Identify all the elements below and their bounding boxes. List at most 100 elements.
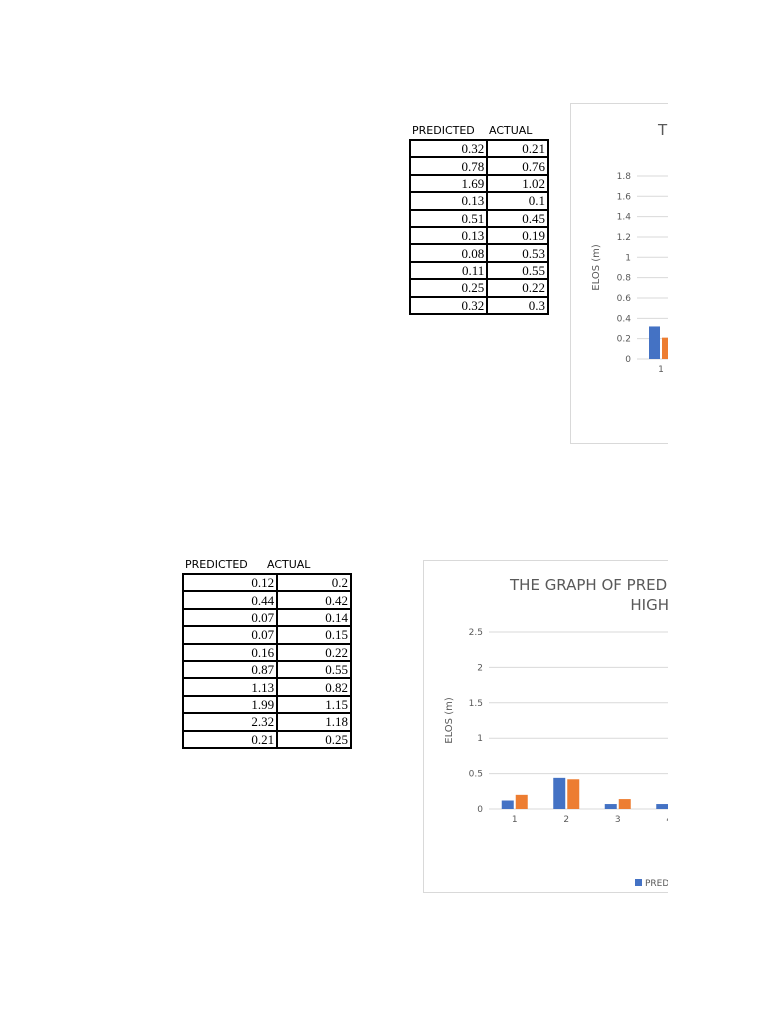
predicted-cell: 0.07 xyxy=(181,625,279,645)
table2: 0.12 0.2 0.44 0.42 0.07 0.14 0.07 0.15 0.16 0.22 0… xyxy=(181,572,352,749)
legend-label: PRED xyxy=(645,879,669,889)
table-row: 0.21 0.25 xyxy=(181,729,352,749)
actual-cell: 0.53 xyxy=(486,243,549,263)
table2-header-actual: ACTUAL xyxy=(267,558,311,571)
actual-cell: 1.18 xyxy=(276,712,352,732)
y-tick-label: 1.2 xyxy=(617,233,631,243)
actual-cell: 0.3 xyxy=(486,295,549,315)
table-row: 0.32 0.3 xyxy=(408,295,549,315)
y-axis-label: ELOS (m) xyxy=(444,697,455,744)
actual-cell: 0.55 xyxy=(486,260,549,281)
actual-cell: 0.82 xyxy=(276,677,352,697)
table-row: 0.51 0.45 xyxy=(408,208,549,228)
actual-cell: 0.76 xyxy=(486,156,549,176)
actual-cell: 0.2 xyxy=(276,572,352,593)
x-tick-label: 2 xyxy=(563,815,569,825)
actual-cell: 0.22 xyxy=(486,278,549,298)
predicted-cell: 1.13 xyxy=(181,677,279,697)
table-row: 0.12 0.2 xyxy=(181,572,352,593)
bar-series-2 xyxy=(515,794,528,809)
actual-cell: 0.21 xyxy=(486,138,549,159)
page-margin xyxy=(668,0,768,1024)
predicted-cell: 0.07 xyxy=(181,607,279,628)
table-row: 0.87 0.55 xyxy=(181,659,352,680)
bar-series-1 xyxy=(604,804,617,809)
y-tick-label: 1.6 xyxy=(617,192,632,202)
table-row: 1.13 0.82 xyxy=(181,677,352,697)
table-row: 0.32 0.21 xyxy=(408,138,549,159)
actual-cell: 0.42 xyxy=(276,590,352,610)
y-axis-label: ELOS (m) xyxy=(591,244,602,291)
actual-cell: 0.22 xyxy=(276,642,352,662)
actual-cell: 0.1 xyxy=(486,191,549,211)
table-row: 1.99 1.15 xyxy=(181,694,352,715)
predicted-cell: 2.32 xyxy=(181,712,279,732)
legend-swatch xyxy=(635,879,642,886)
actual-cell: 0.25 xyxy=(276,729,352,749)
predicted-cell: 0.13 xyxy=(408,225,489,246)
predicted-cell: 0.44 xyxy=(181,590,279,610)
y-tick-label: 0.5 xyxy=(469,770,483,780)
predicted-cell: 0.32 xyxy=(408,138,489,159)
predicted-cell: 0.87 xyxy=(181,659,279,680)
table-row: 0.78 0.76 xyxy=(408,156,549,176)
y-tick-label: 2.5 xyxy=(469,628,483,638)
y-tick-label: 1 xyxy=(477,734,483,744)
actual-cell: 1.15 xyxy=(276,694,352,715)
x-tick-label: 1 xyxy=(658,365,664,375)
table2-header-predicted: PREDICTED xyxy=(185,558,248,571)
table-row: 0.16 0.22 xyxy=(181,642,352,662)
table-row: 0.25 0.22 xyxy=(408,278,549,298)
table1-header-actual: ACTUAL xyxy=(489,124,533,137)
predicted-cell: 0.08 xyxy=(408,243,489,263)
x-tick-label: 1 xyxy=(512,815,518,825)
bar-series-1 xyxy=(501,800,514,809)
table-row: 2.32 1.18 xyxy=(181,712,352,732)
predicted-cell: 0.11 xyxy=(408,260,489,281)
y-tick-label: 0 xyxy=(477,805,483,815)
predicted-cell: 0.21 xyxy=(181,729,279,749)
table-row: 0.07 0.15 xyxy=(181,625,352,645)
actual-cell: 0.14 xyxy=(276,607,352,628)
table-row: 0.13 0.1 xyxy=(408,191,549,211)
table1: 0.32 0.21 0.78 0.76 1.69 1.02 0.13 0.1 0.51 0.45 0… xyxy=(408,138,549,315)
predicted-cell: 0.12 xyxy=(181,572,279,593)
y-tick-label: 1.5 xyxy=(469,699,483,709)
bar-series-1 xyxy=(656,804,669,809)
table-row: 0.07 0.14 xyxy=(181,607,352,628)
predicted-cell: 1.99 xyxy=(181,694,279,715)
actual-cell: 0.55 xyxy=(276,659,352,680)
predicted-cell: 0.32 xyxy=(408,295,489,315)
y-tick-label: 0.8 xyxy=(617,274,632,284)
table1-header-predicted: PREDICTED xyxy=(412,124,475,137)
table-row: 0.08 0.53 xyxy=(408,243,549,263)
y-tick-label: 1.4 xyxy=(617,213,632,223)
bar-series-1 xyxy=(649,326,660,359)
chart-title-line: HIGH xyxy=(630,596,669,614)
actual-cell: 0.15 xyxy=(276,625,352,645)
table-row: 0.11 0.55 xyxy=(408,260,549,281)
predicted-cell: 0.16 xyxy=(181,642,279,662)
y-tick-label: 0.4 xyxy=(617,314,632,324)
table-row: 1.69 1.02 xyxy=(408,173,549,194)
bar-series-1 xyxy=(553,777,566,809)
x-tick-label: 3 xyxy=(615,815,621,825)
bar-series-2 xyxy=(662,337,673,359)
predicted-cell: 0.78 xyxy=(408,156,489,176)
y-tick-label: 2 xyxy=(477,663,483,673)
y-tick-label: 1 xyxy=(625,253,631,263)
predicted-cell: 0.25 xyxy=(408,278,489,298)
table-row: 0.13 0.19 xyxy=(408,225,549,246)
table-row: 0.44 0.42 xyxy=(181,590,352,610)
bar-series-2 xyxy=(567,779,580,809)
predicted-cell: 1.69 xyxy=(408,173,489,194)
actual-cell: 0.45 xyxy=(486,208,549,228)
y-tick-label: 0.2 xyxy=(617,335,631,345)
actual-cell: 1.02 xyxy=(486,173,549,194)
y-tick-label: 0.6 xyxy=(617,294,632,304)
actual-cell: 0.19 xyxy=(486,225,549,246)
y-tick-label: 1.8 xyxy=(617,172,632,182)
bar-series-2 xyxy=(618,799,631,809)
